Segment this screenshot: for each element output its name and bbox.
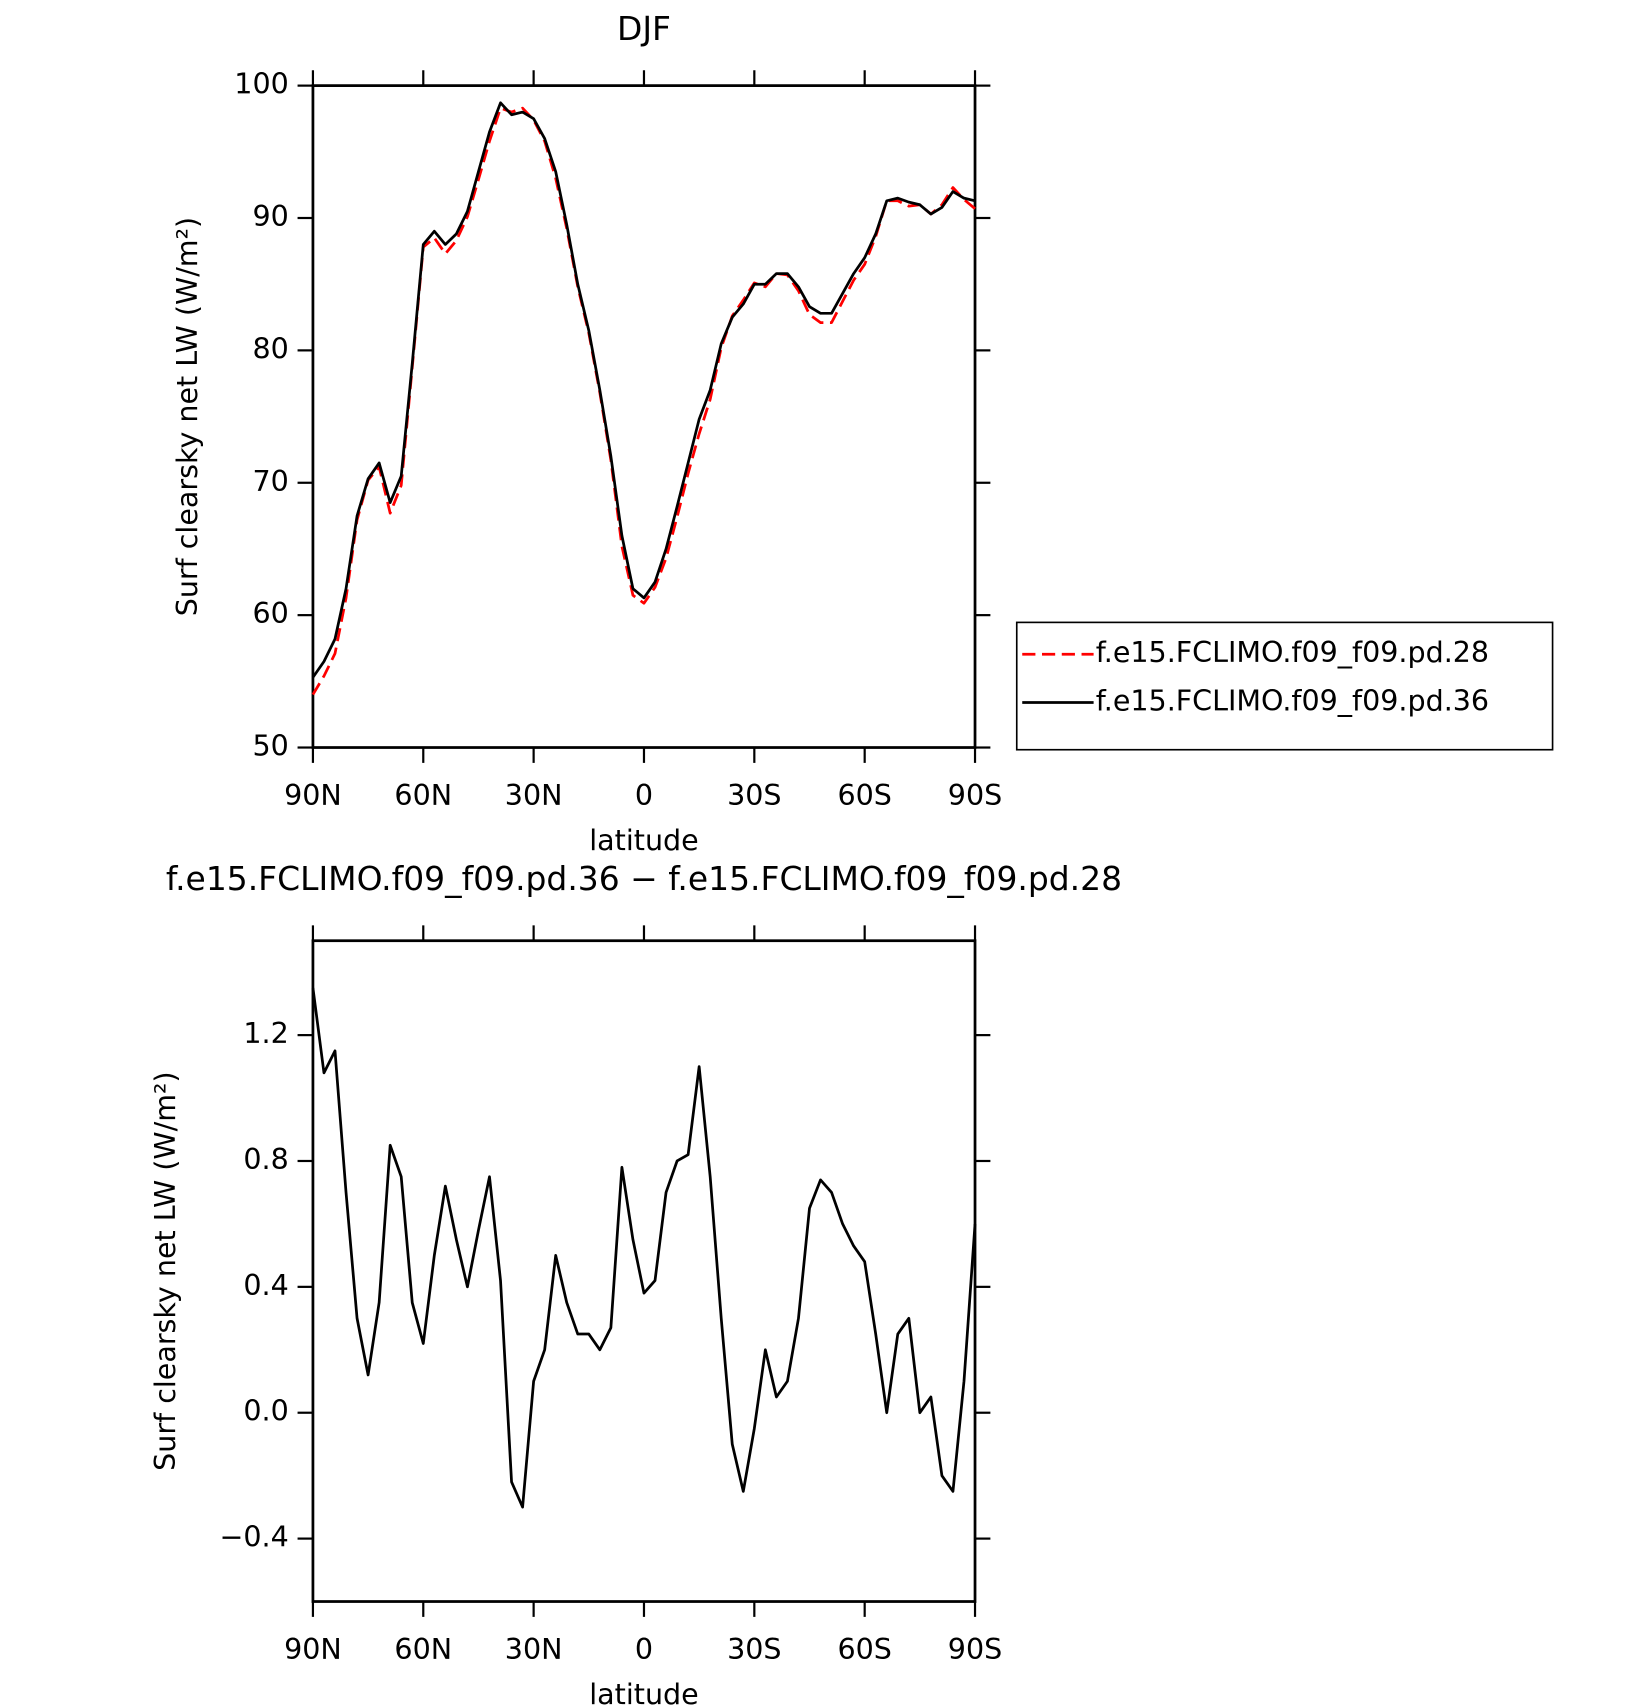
x-tick-label: 60S (837, 1633, 891, 1666)
y-tick-label: −0.4 (219, 1521, 288, 1554)
x-tick-label: 60N (394, 1633, 452, 1666)
x-tick-label: 90S (948, 779, 1002, 812)
chart-title: DJF (617, 9, 671, 48)
y-tick-label: 60 (252, 597, 288, 630)
x-tick-label: 90S (948, 1633, 1002, 1666)
x-tick-label: 0 (635, 1633, 653, 1666)
x-tick-label: 30N (505, 779, 563, 812)
x-tick-label: 30S (727, 779, 781, 812)
x-tick-label: 90N (284, 779, 342, 812)
y-tick-label: 80 (252, 332, 288, 365)
y-axis-label: Surf clearsky net LW (W/m²) (149, 1071, 182, 1470)
y-tick-label: 0.0 (243, 1395, 288, 1428)
y-tick-label: 0.8 (243, 1143, 288, 1176)
data-line (311, 106, 976, 696)
y-axis-label: Surf clearsky net LW (W/m²) (171, 217, 204, 616)
legend-label: f.e15.FCLIMO.f09_f09.pd.28 (1096, 636, 1489, 669)
legend-label: f.e15.FCLIMO.f09_f09.pd.36 (1096, 685, 1489, 718)
y-tick-label: 70 (252, 465, 288, 498)
y-tick-label: 50 (252, 730, 288, 763)
x-tick-label: 30S (727, 1633, 781, 1666)
plot-frame (311, 939, 977, 1603)
x-tick-label: 90N (284, 1633, 342, 1666)
legend-box (1015, 621, 1554, 751)
chart-title: f.e15.FCLIMO.f09_f09.pd.36 − f.e15.FCLIM… (166, 859, 1122, 898)
y-tick-label: 100 (234, 68, 288, 101)
x-tick-label: 60S (837, 779, 891, 812)
y-tick-label: 1.2 (243, 1017, 288, 1050)
y-tick-label: 0.4 (243, 1269, 288, 1302)
x-axis-label: latitude (589, 824, 698, 857)
x-axis-label: latitude (589, 1678, 698, 1708)
y-tick-label: 90 (252, 200, 288, 233)
x-tick-label: 30N (505, 1633, 563, 1666)
x-tick-label: 60N (394, 779, 452, 812)
data-line (311, 987, 977, 1509)
data-line (311, 101, 976, 679)
x-tick-label: 0 (635, 779, 653, 812)
plot-frame (311, 84, 977, 749)
